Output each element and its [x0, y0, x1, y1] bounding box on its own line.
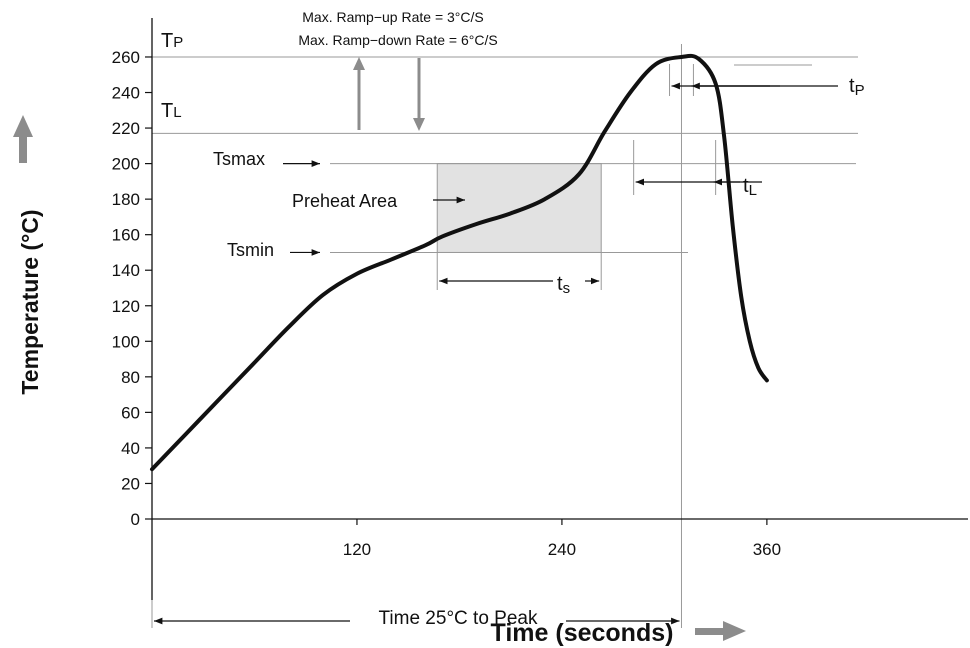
ramp-up-label: Max. Ramp−up Rate = 3°C/S	[302, 9, 483, 25]
x-axis-arrow-shaft	[695, 628, 725, 635]
ts-label: ts	[557, 273, 570, 297]
y-axis-title: Temperature (°C)	[17, 209, 43, 394]
y-tick-label: 240	[112, 84, 140, 103]
y-tick-label: 200	[112, 155, 140, 174]
tp-label: TP	[161, 30, 183, 52]
preheat-label: Preheat Area	[292, 191, 398, 211]
y-tick-label: 160	[112, 226, 140, 245]
y-tick-label: 80	[121, 368, 140, 387]
y-tick-label: 180	[112, 190, 140, 209]
x-axis-arrow-head	[723, 621, 746, 641]
y-tick-group: 0 20 40 60 80 100 120 140 160 180 200 220 240 260	[112, 48, 152, 529]
y-tick-label: 0	[131, 510, 140, 529]
ramp-arrows	[353, 57, 425, 131]
x-tick-label: 240	[548, 540, 576, 559]
annotation-arrows	[154, 82, 838, 625]
ramp-up-arrow-head	[353, 57, 365, 70]
x-tick-label: 360	[753, 540, 781, 559]
tp-time-label: tP	[849, 75, 865, 99]
temperature-curve	[150, 53, 769, 472]
x-tick-group: 120 240 360	[343, 519, 781, 559]
tl-time-label: tL	[743, 175, 757, 199]
y-tick-label: 220	[112, 119, 140, 138]
x-axis-title: Time (seconds)	[491, 619, 674, 647]
ramp-down-label: Max. Ramp−down Rate = 6°C/S	[298, 32, 497, 48]
y-tick-label: 60	[121, 403, 140, 422]
y-axis-arrow-head	[13, 115, 33, 137]
tsmin-label: Tsmin	[227, 240, 274, 260]
ramp-down-arrow-head	[413, 118, 425, 131]
y-axis-arrow-shaft	[19, 135, 27, 163]
tsmax-label: Tsmax	[213, 149, 265, 169]
x-axis-arrow	[695, 621, 746, 641]
time-to-peak-label: Time 25°C to Peak	[379, 608, 538, 629]
tl-label: TL	[161, 100, 182, 122]
reference-lines	[151, 44, 858, 628]
x-tick-label: 120	[343, 540, 371, 559]
y-tick-label: 260	[112, 48, 140, 67]
y-tick-label: 40	[121, 439, 140, 458]
y-tick-label: 140	[112, 261, 140, 280]
y-axis-arrow	[13, 115, 33, 163]
y-tick-label: 20	[121, 474, 140, 493]
y-tick-label: 100	[112, 332, 140, 351]
y-tick-label: 120	[112, 297, 140, 316]
